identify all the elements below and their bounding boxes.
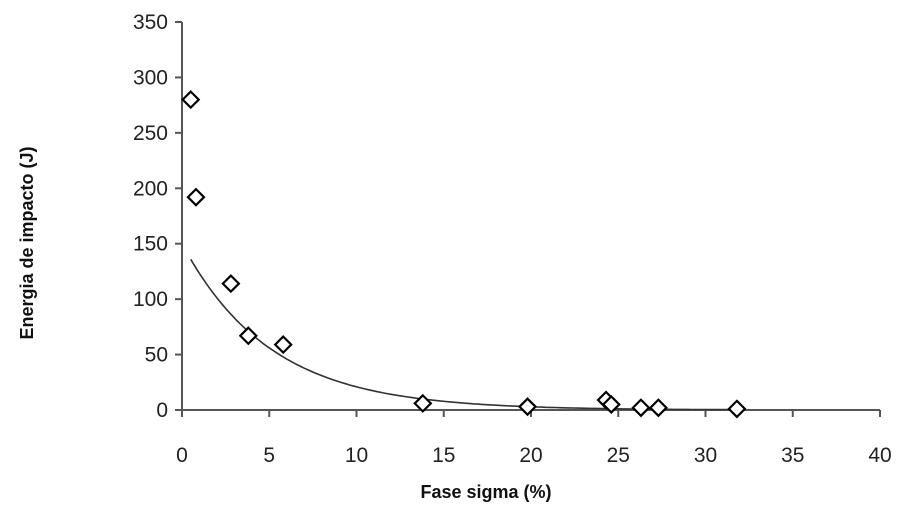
data-point [413,393,433,413]
y-tick-label: 100 [133,288,168,311]
trendline [190,258,737,411]
y-tick-label: 250 [133,122,168,145]
x-tick-label: 20 [519,444,542,467]
data-point [273,335,293,355]
data-point [221,274,241,294]
x-tick-label: 35 [781,444,804,467]
y-tick-label: 0 [156,399,168,422]
x-tick-label: 30 [694,444,717,467]
data-point [186,187,206,207]
data-point [601,394,621,415]
y-tick-label: 350 [133,11,168,34]
data-point [727,399,747,419]
data-point [648,398,668,418]
data-point [517,397,538,417]
axes [181,22,880,411]
y-tick-label: 150 [133,233,168,256]
x-tick-label: 0 [176,444,188,467]
x-axis-title: Fase sigma (%) [420,482,551,502]
y-ticks: 0 50 100 150 200 250 300 350 [133,11,182,422]
data-point [181,90,201,110]
data-points [181,90,747,419]
data-point [238,326,258,346]
x-tick-label: 10 [345,444,368,467]
data-point [631,398,651,418]
y-axis-title: Energia de impacto (J) [17,146,37,339]
x-ticks: 0 5 10 15 20 25 30 35 40 [176,410,892,467]
x-tick-label: 15 [432,444,455,467]
y-tick-label: 50 [145,344,168,367]
y-tick-label: 300 [133,66,168,89]
x-tick-label: 5 [263,444,275,467]
y-tick-label: 200 [133,177,168,200]
x-tick-label: 25 [607,444,630,467]
x-tick-label: 40 [868,444,891,467]
